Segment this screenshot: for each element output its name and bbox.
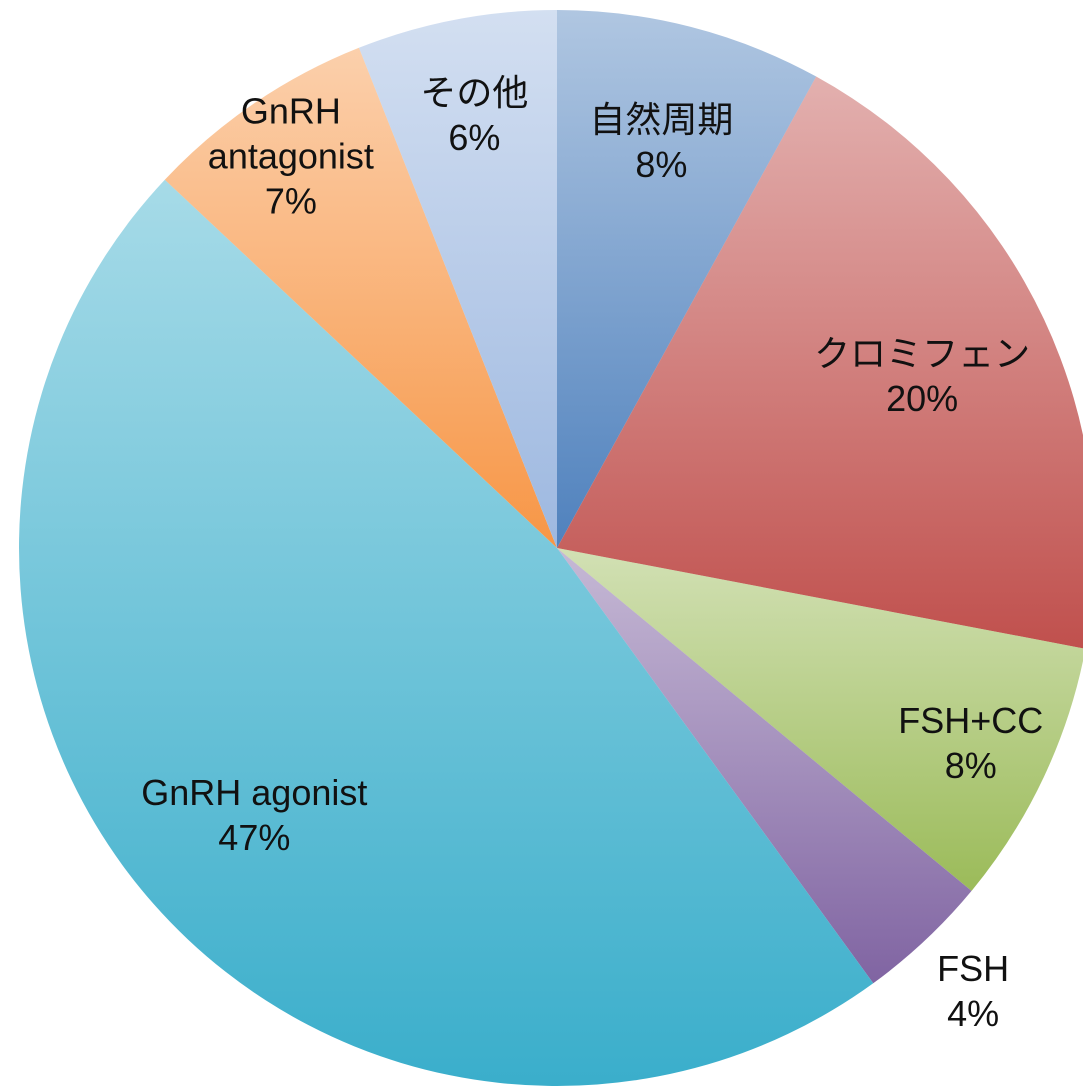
value-label: 8%: [635, 143, 688, 185]
slice-label: GnRH agonist 47%: [134, 770, 374, 860]
category-label: FSH: [937, 948, 1010, 990]
category-label: GnRH agonist: [141, 771, 368, 813]
slice-label: FSH 4%: [853, 946, 1083, 1036]
slice-label: FSH+CC 8%: [851, 698, 1083, 788]
value-label: 6%: [448, 116, 501, 158]
slice-label: クロミフェン 20%: [802, 331, 1042, 421]
value-label: 4%: [947, 993, 1000, 1035]
value-label: 7%: [264, 180, 317, 222]
pie-slice: [164, 47, 557, 549]
slice-label: GnRH antagonist 7%: [171, 89, 411, 224]
category-label: 自然周期: [589, 98, 734, 140]
pie-slice: [557, 548, 972, 984]
category-label: その他: [420, 71, 529, 113]
category-label: クロミフェン: [814, 333, 1031, 375]
value-label: 8%: [944, 744, 997, 786]
value-label: 20%: [886, 378, 959, 420]
pie-slice: [557, 548, 1083, 891]
pie-slice: [358, 10, 557, 548]
category-label: FSH+CC: [898, 699, 1044, 741]
slice-label: その他 6%: [354, 70, 594, 160]
pie-slice: [18, 179, 874, 1087]
pie-slice: [557, 76, 1083, 649]
value-label: 47%: [218, 816, 291, 858]
pie-slice: [557, 10, 817, 548]
category-label: GnRH antagonist: [207, 90, 374, 177]
slice-label: 自然周期 8%: [541, 97, 781, 187]
